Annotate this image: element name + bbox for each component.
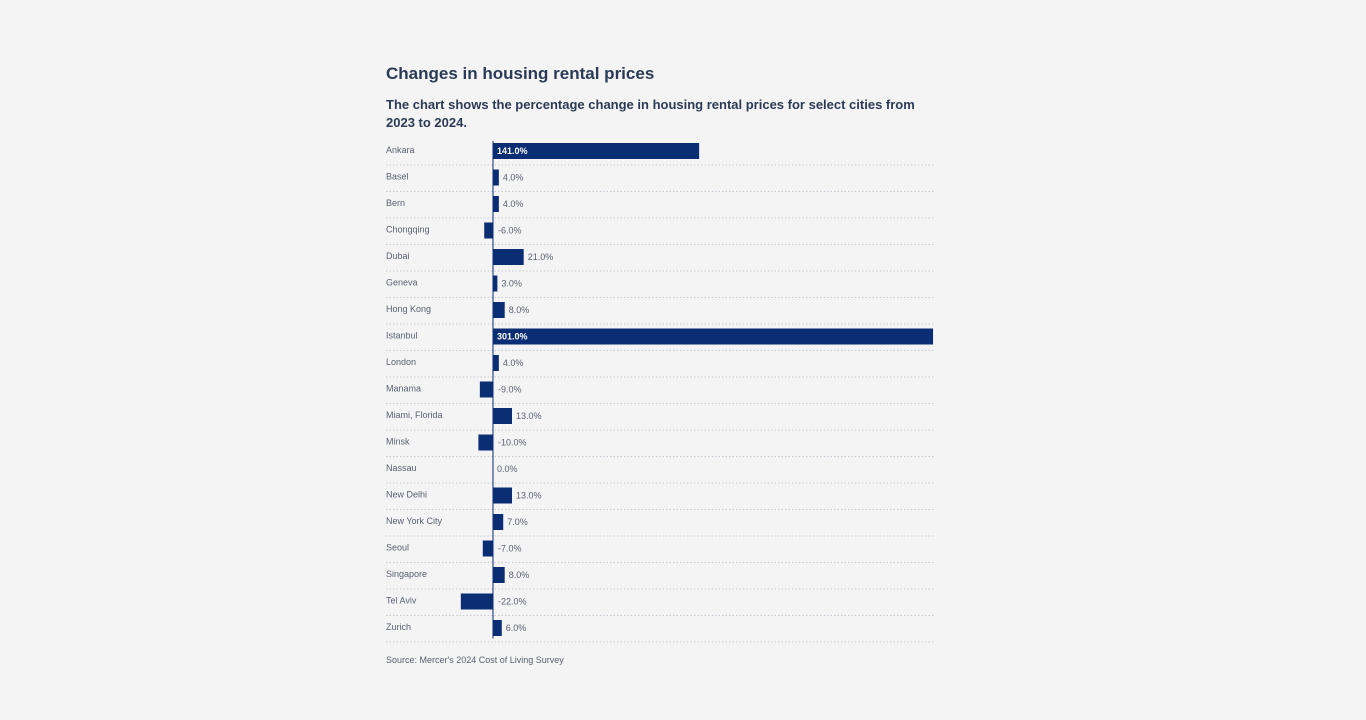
- data-label: 8.0%: [509, 570, 530, 580]
- chart-source: Source: Mercer's 2024 Cost of Living Sur…: [386, 655, 564, 665]
- bar: [493, 249, 524, 265]
- data-label: -9.0%: [498, 385, 522, 395]
- data-label: 3.0%: [501, 279, 522, 289]
- data-label: 4.0%: [503, 199, 524, 209]
- bar: [493, 169, 499, 186]
- data-label: 301.0%: [497, 332, 528, 342]
- data-label: 21.0%: [528, 252, 554, 262]
- data-label: 4.0%: [503, 173, 524, 183]
- data-label: -7.0%: [498, 544, 522, 554]
- bar: [493, 567, 505, 583]
- bar: [479, 381, 493, 398]
- data-label: 13.0%: [516, 491, 542, 501]
- category-label: Chongqing: [386, 225, 430, 235]
- chart-subtitle: The chart shows the percentage change in…: [386, 97, 915, 130]
- bar: [493, 328, 934, 345]
- category-label: Basel: [386, 172, 409, 182]
- data-label: -10.0%: [498, 438, 527, 448]
- category-label: Ankara: [386, 145, 415, 155]
- bar: [482, 540, 493, 557]
- category-label: Zurich: [386, 622, 411, 632]
- category-label: New Delhi: [386, 490, 427, 500]
- bar: [493, 487, 513, 504]
- bar: [484, 222, 493, 239]
- category-label: London: [386, 357, 416, 367]
- chart-title: Changes in housing rental prices: [386, 64, 655, 83]
- category-label: Hong Kong: [386, 304, 431, 314]
- category-label: Singapore: [386, 569, 427, 579]
- data-label: 8.0%: [509, 305, 530, 315]
- data-label: -22.0%: [498, 597, 527, 607]
- data-label: 141.0%: [497, 146, 528, 156]
- bar: [493, 143, 700, 159]
- bar: [493, 620, 502, 636]
- data-label: 6.0%: [506, 623, 527, 633]
- data-label: 0.0%: [497, 464, 518, 474]
- bar: [493, 355, 499, 371]
- data-label: 7.0%: [507, 517, 528, 527]
- category-label: Seoul: [386, 543, 409, 553]
- category-label: Miami, Florida: [386, 410, 443, 420]
- category-label: New York City: [386, 516, 443, 526]
- bar: [493, 275, 498, 292]
- category-label: Tel Aviv: [386, 596, 417, 606]
- bar: [478, 434, 493, 451]
- bar: [493, 514, 504, 530]
- bar: [493, 302, 505, 318]
- bar: [460, 593, 493, 610]
- category-label: Minsk: [386, 437, 410, 447]
- data-label: 4.0%: [503, 358, 524, 368]
- category-label: Bern: [386, 198, 405, 208]
- category-label: Dubai: [386, 251, 410, 261]
- bar: [493, 408, 513, 424]
- category-label: Nassau: [386, 463, 417, 473]
- bar: [493, 196, 499, 212]
- category-label: Manama: [386, 384, 421, 394]
- category-label: Geneva: [386, 278, 418, 288]
- category-label: Istanbul: [386, 331, 418, 341]
- data-label: -6.0%: [498, 226, 522, 236]
- data-label: 13.0%: [516, 411, 542, 421]
